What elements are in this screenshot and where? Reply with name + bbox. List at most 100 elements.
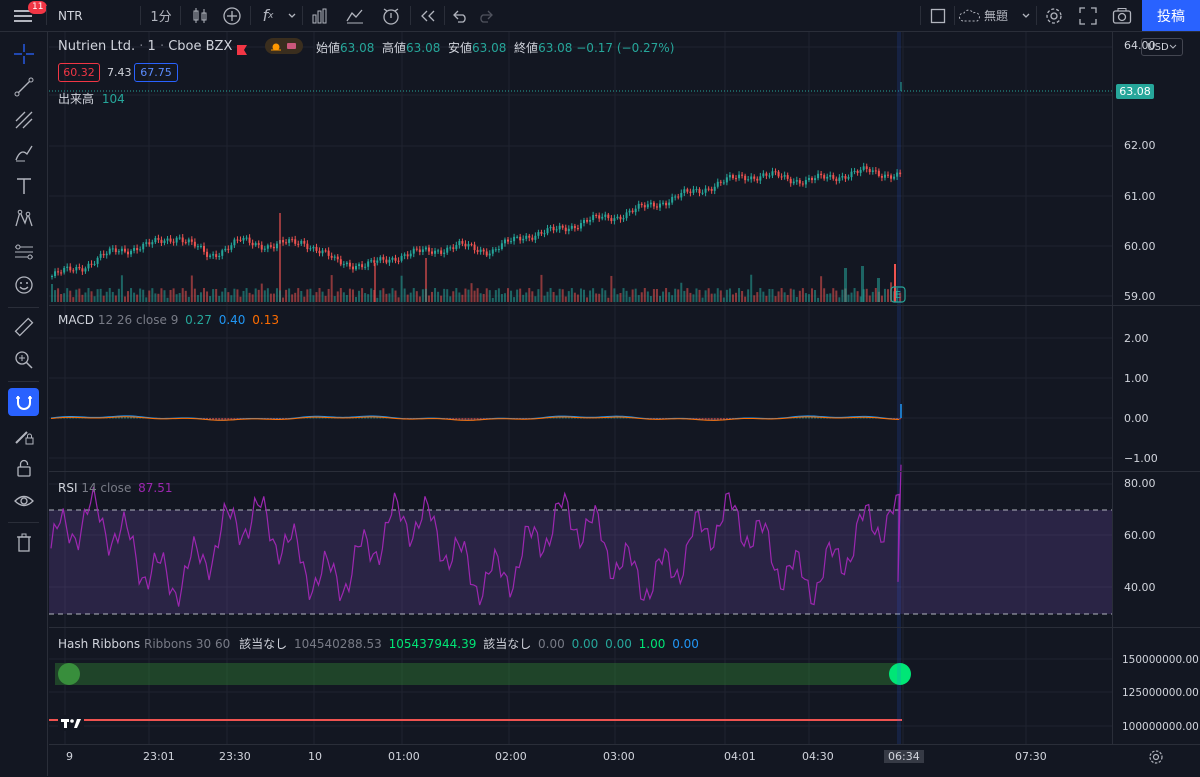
text-tool[interactable]: [8, 172, 39, 200]
volume-bar: [163, 290, 166, 302]
flag-icon[interactable]: [237, 40, 247, 55]
publish-button[interactable]: 投稿: [1142, 0, 1200, 31]
candle-body: [78, 266, 81, 269]
candle-body: [731, 175, 734, 179]
tradingview-logo[interactable]: [57, 712, 85, 734]
hash-tick: 125000000.00: [1122, 687, 1199, 699]
volume-bar: [491, 297, 494, 302]
snapshot-button[interactable]: [1108, 0, 1136, 31]
time-label: 03:00: [603, 750, 635, 763]
rsi-legend[interactable]: RSI 14 close 87.51: [58, 481, 173, 495]
emoji-tool[interactable]: [8, 271, 39, 299]
replay-button[interactable]: [414, 0, 442, 31]
layout-button[interactable]: [926, 0, 950, 31]
stay-drawing-tool[interactable]: [8, 421, 39, 449]
candle-body: [728, 175, 731, 178]
pattern-tool[interactable]: [8, 205, 39, 233]
candle-body: [54, 271, 57, 276]
macd-legend[interactable]: MACD 12 26 close 9 0.27 0.40 0.13: [58, 313, 279, 327]
fib-tool[interactable]: [8, 106, 39, 134]
ask-box[interactable]: 67.75: [134, 63, 178, 82]
volume-bar: [579, 288, 582, 302]
volume-bar: [683, 290, 686, 302]
chart-type-button[interactable]: [186, 0, 214, 31]
volume-bar: [154, 293, 157, 302]
remove-drawings-tool[interactable]: [8, 529, 39, 557]
magnet-tool[interactable]: [8, 388, 39, 416]
brush-tool[interactable]: [8, 139, 39, 167]
macd-histogram-bar: [215, 418, 218, 420]
candle-body: [479, 249, 482, 252]
candle-body: [427, 247, 430, 252]
macd-histogram-bar: [218, 418, 221, 420]
candle-body: [318, 250, 321, 254]
volume-bar: [719, 290, 722, 302]
macd-layer: [50, 404, 902, 421]
volume-bar: [403, 288, 406, 302]
chart-canvas[interactable]: E: [49, 32, 1112, 744]
volume-bar: [291, 294, 294, 302]
redo-button[interactable]: [474, 0, 498, 31]
trend-line-tool[interactable]: [8, 73, 39, 101]
macd-histogram-bar: [279, 418, 281, 420]
candle-body: [455, 245, 458, 249]
candle-body: [555, 229, 558, 231]
volume-bar: [625, 290, 628, 302]
lock-tool[interactable]: [8, 454, 39, 482]
measure-tool[interactable]: [8, 313, 39, 341]
layout-name[interactable]: 無題: [958, 0, 1028, 31]
volume-bar: [792, 289, 795, 302]
volume-bar: [753, 295, 756, 302]
alert-button[interactable]: [376, 0, 406, 31]
axis-settings-button[interactable]: [1148, 749, 1164, 765]
settings-button[interactable]: [1040, 0, 1068, 31]
crosshair-tool[interactable]: [8, 40, 39, 68]
time-axis[interactable]: [49, 744, 1200, 777]
interval-button[interactable]: 1分: [150, 10, 172, 25]
menu-button[interactable]: 11: [6, 0, 48, 31]
volume-bar: [567, 291, 570, 302]
candle-body: [823, 175, 826, 179]
compare-button[interactable]: [218, 0, 246, 31]
undo-button[interactable]: [448, 0, 472, 31]
hash-ribbons-legend[interactable]: Hash Ribbons Ribbons 30 60 該当なし 10454028…: [58, 637, 699, 651]
candle-body: [294, 239, 297, 244]
zoom-tool[interactable]: [8, 346, 39, 374]
symbol-name: Nutrien Ltd.: [58, 39, 136, 54]
sun-icon: [271, 43, 296, 51]
candle-body: [887, 174, 889, 176]
candle-body: [786, 175, 789, 179]
price-axis[interactable]: USD: [1112, 32, 1200, 744]
macd-histogram-bar: [817, 416, 820, 419]
candle-body: [69, 266, 72, 271]
pattern-icon: [14, 209, 33, 227]
layout-dropdown[interactable]: [1018, 0, 1034, 31]
symbol-search[interactable]: NTR: [58, 8, 83, 23]
macd-histogram-bar: [379, 416, 382, 419]
volume-bar: [482, 293, 485, 302]
candle-body: [768, 175, 771, 177]
volume-bar: [659, 295, 661, 302]
alert-templates-button[interactable]: [340, 0, 370, 31]
prediction-tool[interactable]: [8, 238, 39, 266]
volume-legend[interactable]: 出来高 104: [58, 92, 125, 106]
bid-box[interactable]: 60.32: [58, 63, 100, 82]
candle-body: [282, 240, 285, 243]
macd-histogram-bar: [376, 416, 379, 419]
macd-histogram-bar: [361, 417, 364, 419]
candle-body: [111, 248, 114, 250]
currency-dropdown[interactable]: USD: [1141, 38, 1183, 56]
visibility-tool[interactable]: [8, 487, 39, 515]
candle-body: [762, 173, 765, 177]
volume-bar: [573, 292, 576, 302]
symbol-legend[interactable]: Nutrien Ltd. · 1 · Cboe BZX: [58, 39, 233, 54]
macd-histogram-bar: [722, 418, 725, 420]
volume-bar: [196, 295, 199, 302]
templates-button[interactable]: [306, 0, 334, 31]
fullscreen-button[interactable]: [1074, 0, 1102, 31]
candle-body: [576, 228, 579, 230]
candle-body: [133, 248, 136, 251]
market-status-badge[interactable]: [265, 38, 303, 54]
indicators-dropdown[interactable]: [284, 0, 300, 31]
